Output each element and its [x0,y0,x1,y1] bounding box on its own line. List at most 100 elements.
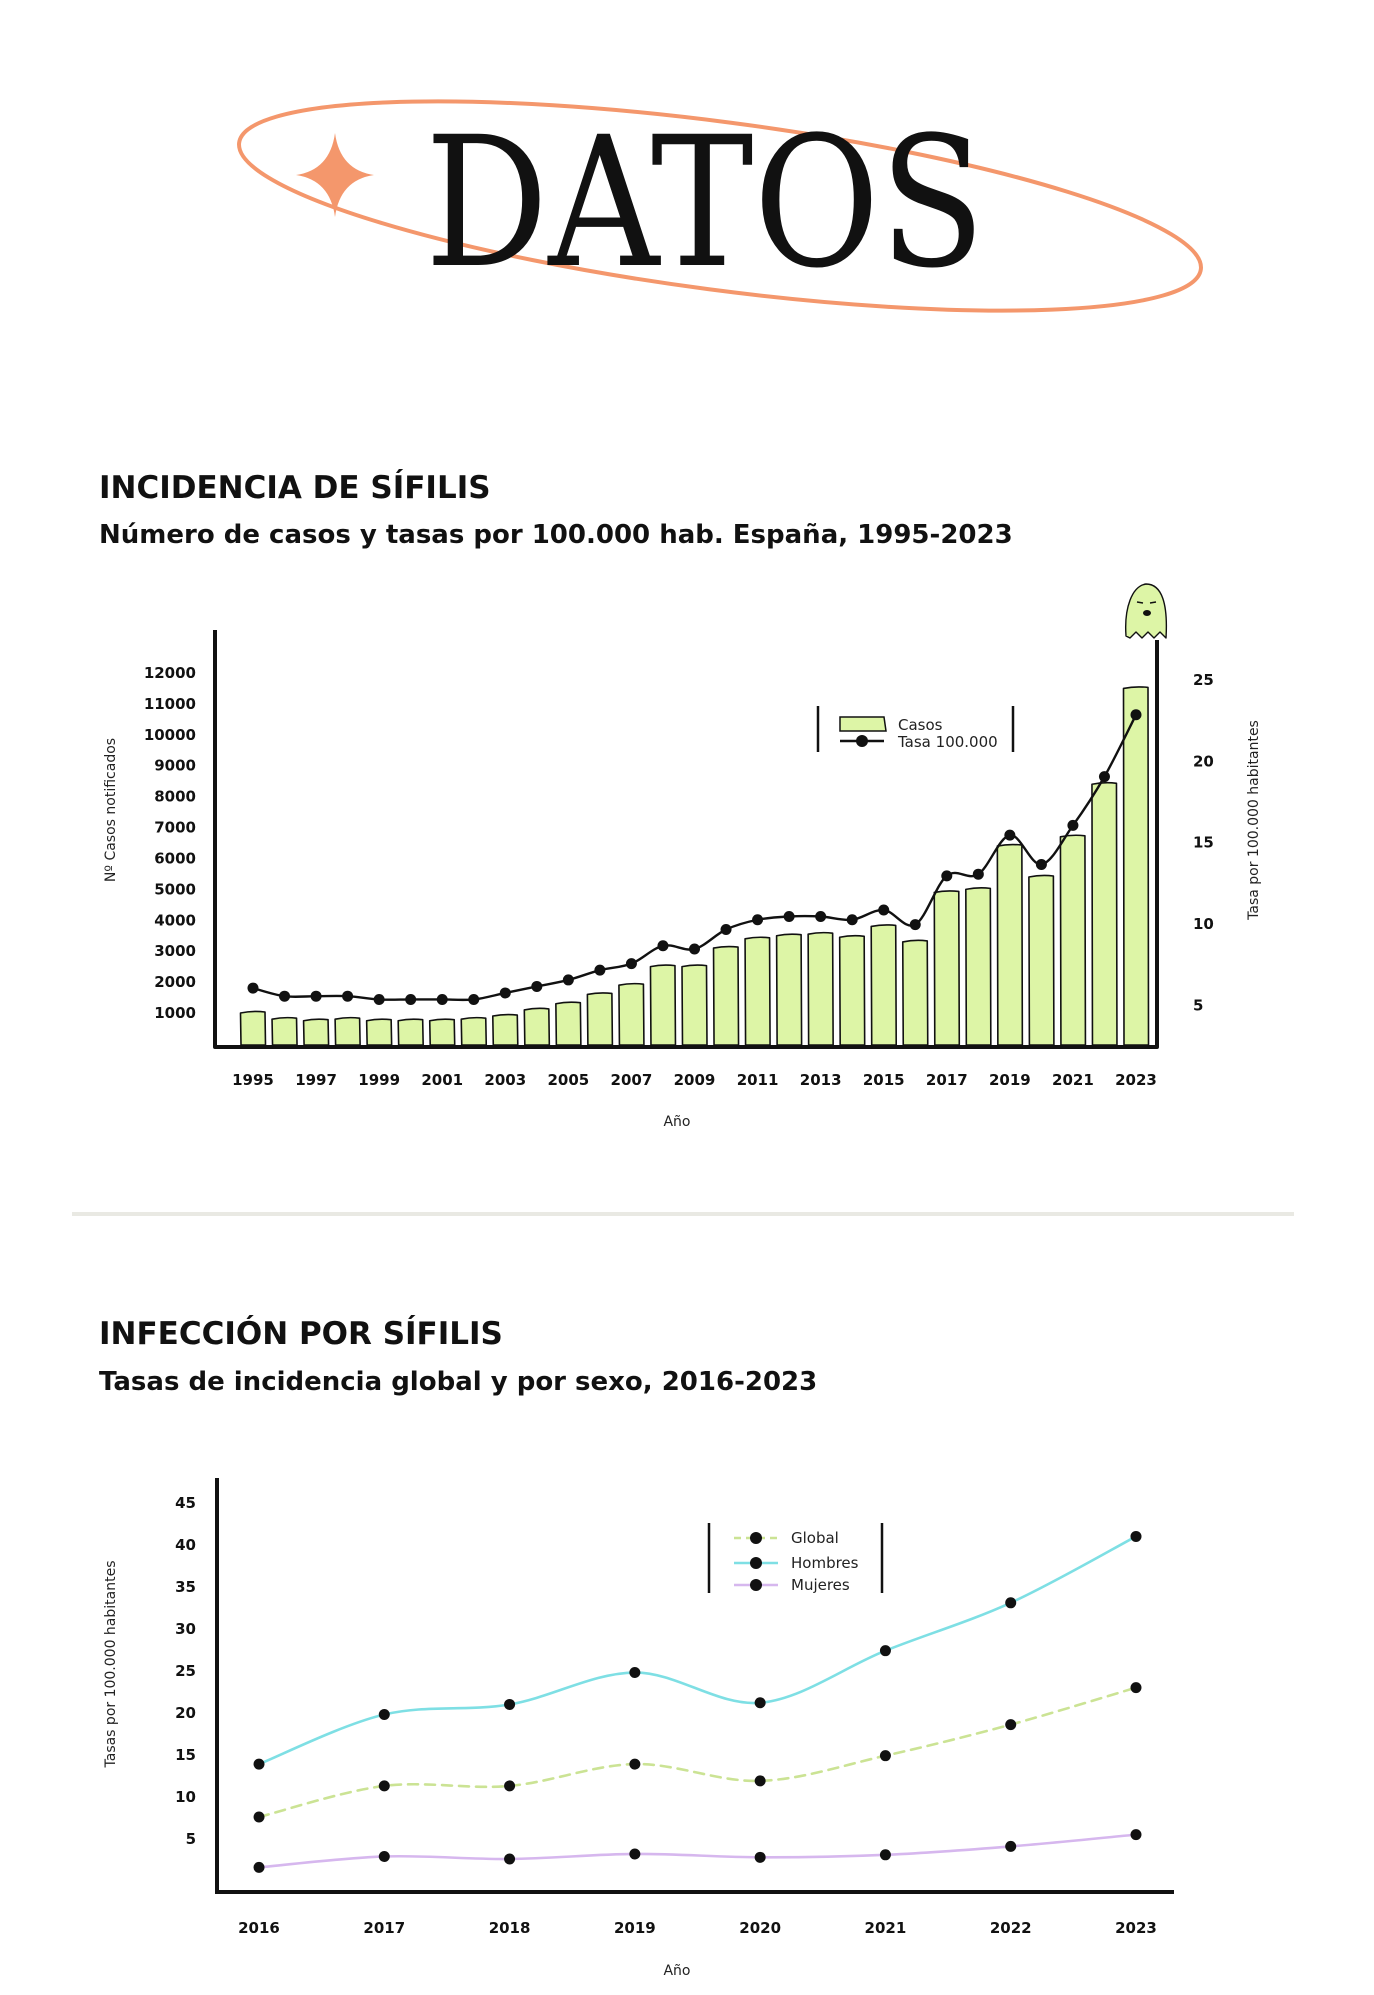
legend-label-tasa: Tasa 100.000 [897,733,998,751]
tasa-point-2014 [846,914,858,926]
tasa-point-2008 [657,940,669,952]
bar-casos-2009 [681,964,708,1046]
tasa-point-2011 [752,914,764,926]
point-mujeres-2017 [378,1850,390,1862]
legend-marker-mujeres [750,1579,762,1591]
x-tick-2011: 2011 [737,1071,779,1089]
tasa-point-2017 [941,870,953,882]
y-left-tick-11000: 11000 [144,695,196,713]
y-tick-30: 30 [175,1620,196,1638]
x-tick-2015: 2015 [863,1071,905,1089]
bar-casos-1999 [365,1018,393,1046]
y-left-tick-4000: 4000 [154,911,196,929]
bar-casos-2006 [586,992,614,1046]
y-left-tick-2000: 2000 [154,973,196,991]
x-tick-2023: 2023 [1115,1071,1157,1089]
point-global-2019 [629,1758,641,1770]
x-tick-2017: 2017 [363,1919,405,1937]
hero-banner: DATOS [237,99,1203,313]
y-right-axis-label: Tasa por 100.000 habitantes [1246,720,1262,921]
y-right-tick-20: 20 [1193,752,1214,770]
x-tick-2018: 2018 [489,1919,531,1937]
bar-casos-2000 [397,1018,424,1046]
tasa-point-1998 [342,990,354,1002]
orbit-ring [237,99,1203,313]
bar-casos-1995 [239,1010,267,1046]
point-hombres-2018 [504,1698,516,1710]
x-tick-2020: 2020 [739,1919,781,1937]
y-tick-35: 35 [175,1578,196,1596]
sparkle-icon [296,133,374,217]
tasa-point-2021 [1067,819,1079,831]
syphilis-rates-by-sex-chart: 5 10 15 20 25 30 35 40 45 2016 2017 2018 2019 2020 202… [103,1478,1174,1979]
x-axis-label: Año [663,1114,690,1130]
tasa-point-2003 [499,987,511,999]
bar-casos-2013 [807,931,834,1046]
x-tick-1995: 1995 [232,1071,274,1089]
bar-casos-2023 [1122,686,1150,1046]
y-axis-label: Tasas por 100.000 habitantes [103,1561,119,1769]
chart2-legend: Global Hombres Mujeres [707,1523,884,1594]
bar-casos-2007 [618,982,645,1046]
y-left-tick-6000: 6000 [154,849,196,867]
y-right-tick-15: 15 [1193,834,1214,852]
tasa-point-1996 [279,990,291,1002]
y-left-tick-10000: 10000 [144,726,196,744]
ghost-eyes [1136,601,1157,604]
y-left-tick-3000: 3000 [154,942,196,960]
x-tick-1997: 1997 [295,1071,337,1089]
point-global-2023 [1130,1682,1142,1694]
y-tick-15: 15 [175,1746,196,1764]
y-right-tick-10: 10 [1193,915,1214,933]
point-hombres-2023 [1130,1530,1142,1542]
bar-casos-2012 [775,933,803,1046]
ghost-icon [1124,583,1168,639]
tasa-point-2019 [1004,829,1016,841]
point-hombres-2019 [629,1667,641,1679]
series-line-mujeres [257,1833,1138,1869]
legend-marker-tasa [856,735,868,747]
tasa-point-2006 [594,964,606,976]
tasa-point-2001 [436,993,448,1005]
x-tick-2023: 2023 [1115,1919,1157,1937]
point-mujeres-2020 [754,1851,766,1863]
x-tick-1999: 1999 [358,1071,400,1089]
x-tick-2021: 2021 [865,1919,907,1937]
legend-label-hombres: Hombres [791,1554,859,1572]
bar-casos-2014 [838,934,866,1046]
tasa-point-2004 [531,980,543,992]
y-left-tick-5000: 5000 [154,880,196,898]
bar-casos-2008 [649,964,677,1046]
x-tick-2013: 2013 [800,1071,842,1089]
point-mujeres-2016 [253,1861,265,1873]
tasa-point-2007 [625,958,637,970]
chart2-axes [215,1478,1174,1894]
y-left-tick-9000: 9000 [154,757,196,775]
tasa-point-2013 [815,910,827,922]
x-tick-2003: 2003 [484,1071,526,1089]
tasa-point-2020 [1035,858,1047,870]
bar-casos-2020 [1028,874,1055,1046]
section1-subtitle: Número de casos y tasas por 100.000 hab.… [99,520,1013,550]
bar-casos-1996 [271,1016,298,1046]
legend-label-casos: Casos [898,716,943,734]
bar-casos-2005 [555,1001,582,1046]
point-mujeres-2023 [1130,1829,1142,1841]
ghost-mouth [1143,610,1151,616]
bar-casos-2010 [712,945,740,1046]
y-tick-10: 10 [175,1788,196,1806]
x-tick-2009: 2009 [674,1071,716,1089]
bar-casos-2016 [901,939,929,1046]
tasa-point-1997 [310,990,322,1002]
bar-casos-2018 [965,887,992,1046]
y-tick-25: 25 [175,1662,196,1680]
point-mujeres-2019 [629,1848,641,1860]
bar-casos-2022 [1091,781,1118,1046]
tasa-point-1995 [247,982,259,994]
bar-casos-2003 [491,1013,519,1046]
point-hombres-2021 [879,1645,891,1657]
y-tick-5: 5 [186,1830,196,1848]
point-global-2021 [879,1750,891,1762]
y-left-axis-label: Nº Casos notificados [103,738,119,882]
bar-casos-2015 [870,924,898,1046]
